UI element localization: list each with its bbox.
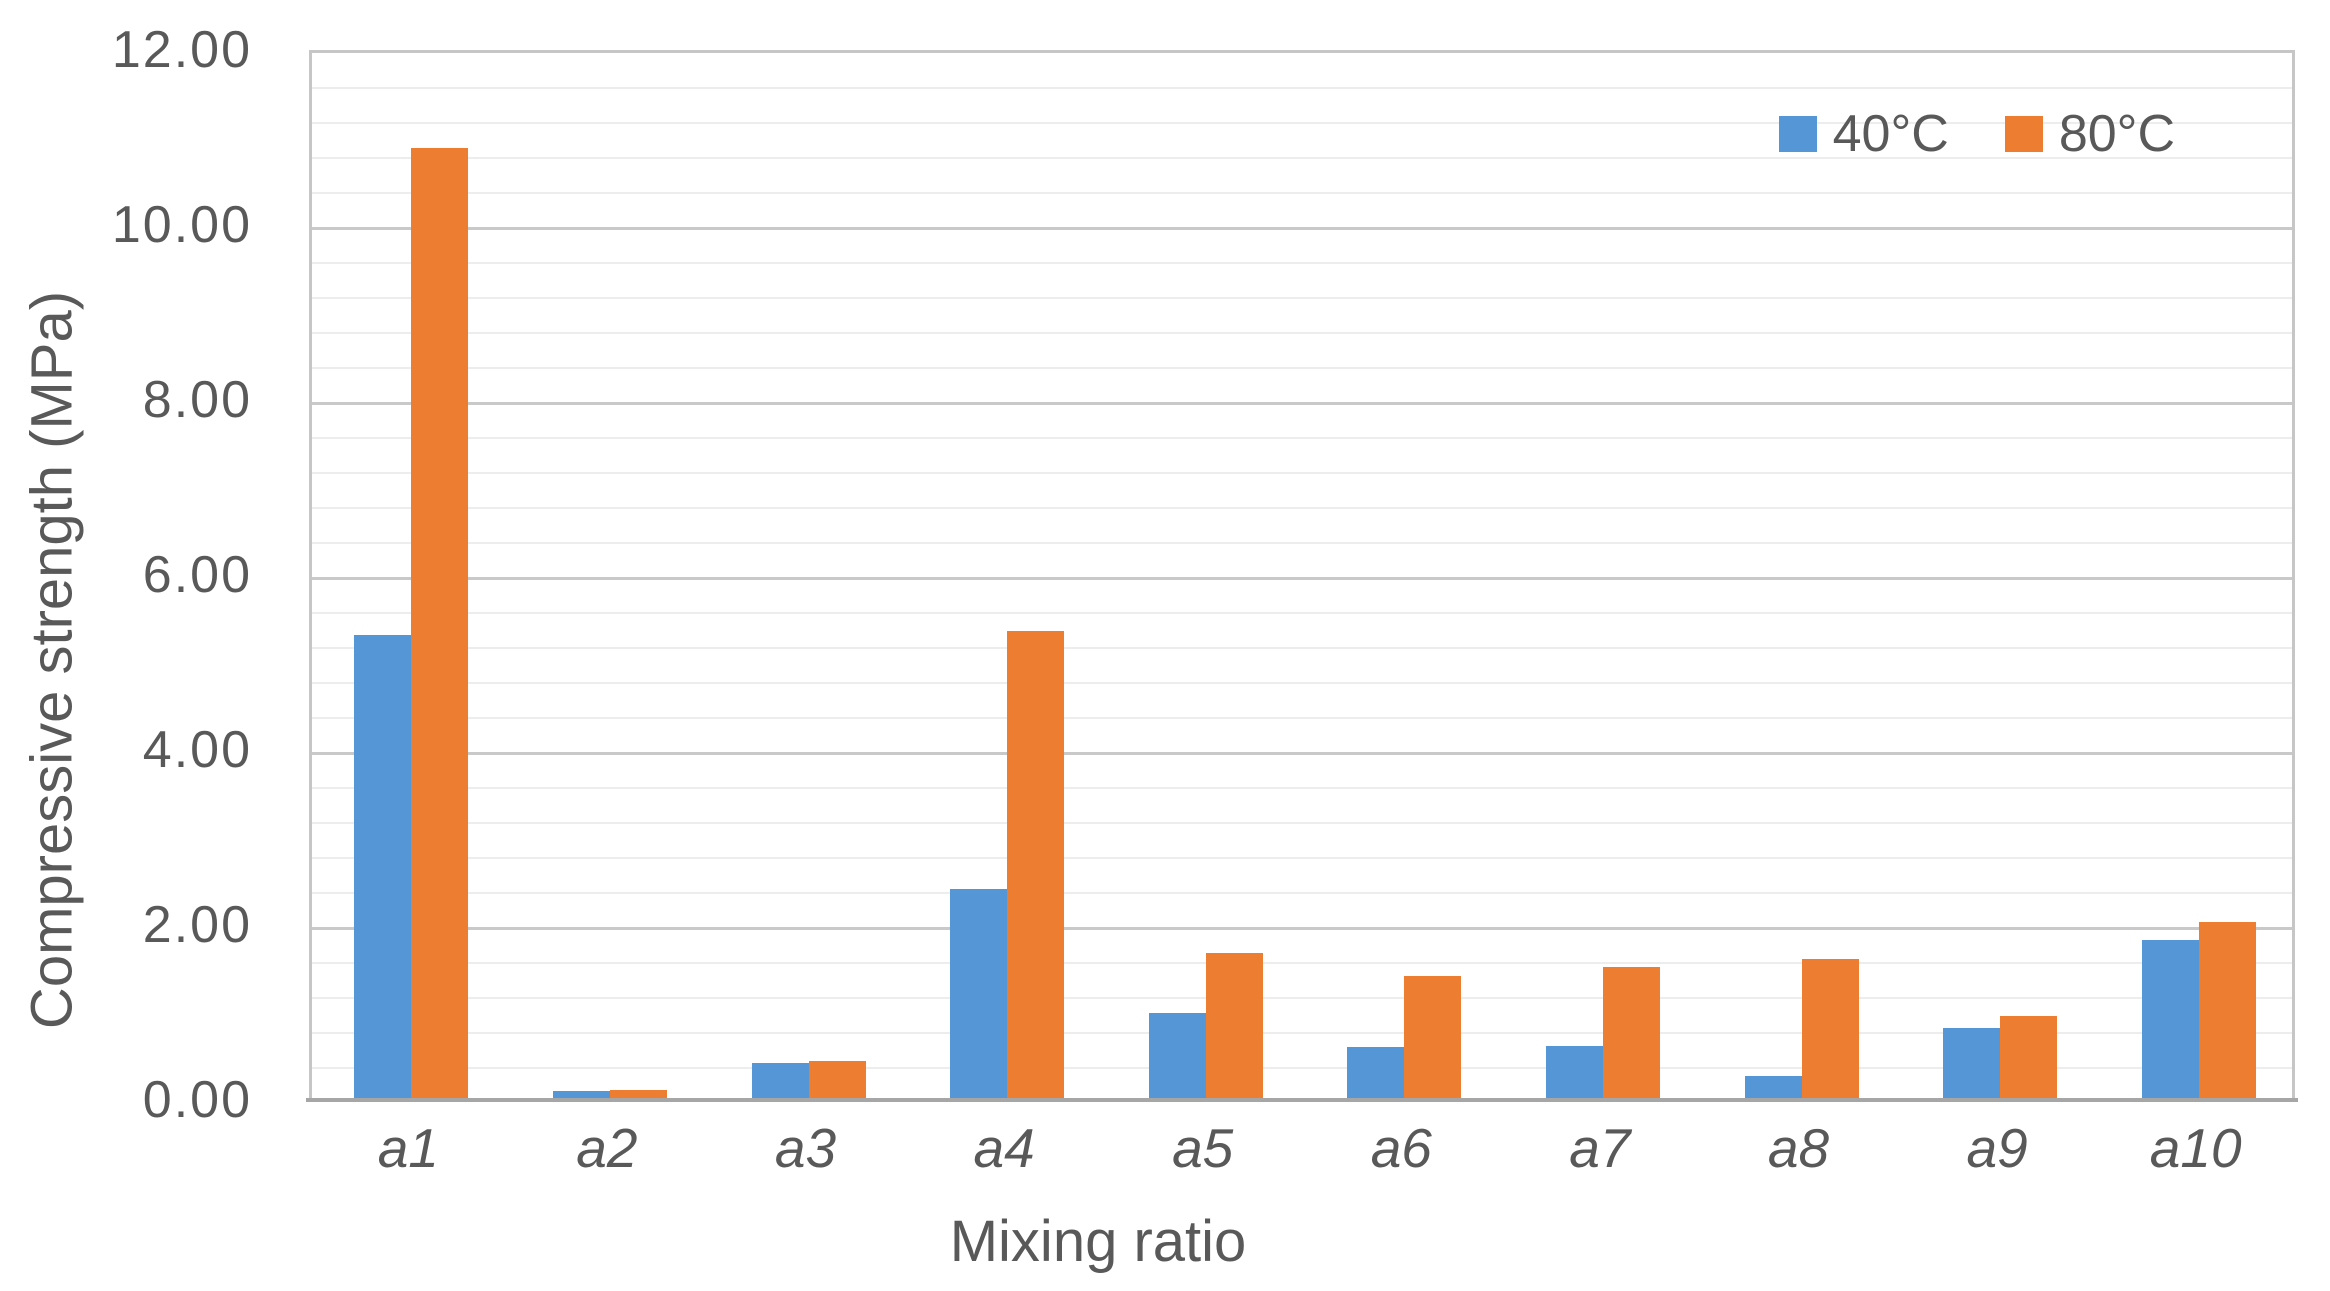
y-gridline-minor — [312, 717, 2292, 719]
x-axis-title: Mixing ratio — [949, 1209, 1247, 1274]
bar-40c-a2 — [552, 1091, 610, 1100]
bar-40c-a3 — [751, 1063, 809, 1100]
y-gridline-major — [312, 752, 2292, 755]
y-gridline-major — [312, 227, 2292, 230]
legend-item: 40°C — [1778, 104, 1949, 164]
y-tick-label: 2.00 — [142, 896, 252, 954]
y-gridline-minor — [312, 1032, 2292, 1034]
bar-40c-a6 — [1347, 1046, 1405, 1100]
y-gridline-minor — [312, 962, 2292, 964]
x-category-label-a3: a3 — [774, 1117, 837, 1179]
x-category-label-a4: a4 — [973, 1117, 1035, 1179]
x-category-label-a5: a5 — [1172, 1117, 1234, 1179]
bar-80c-a9 — [2000, 1016, 2058, 1100]
bar-40c-a9 — [1943, 1028, 2001, 1100]
bar-40c-a7 — [1545, 1045, 1603, 1100]
y-gridline-minor — [312, 892, 2292, 894]
y-gridline-minor — [312, 87, 2292, 89]
y-gridline-minor — [312, 297, 2292, 299]
bar-40c-a4 — [950, 889, 1008, 1100]
y-tick-label: 4.00 — [142, 721, 252, 779]
y-gridline-minor — [312, 437, 2292, 439]
y-gridline-minor — [312, 822, 2292, 824]
y-gridline-minor — [312, 997, 2292, 999]
bar-80c-a3 — [808, 1060, 866, 1100]
y-gridline-minor — [312, 122, 2292, 124]
y-gridline-minor — [312, 542, 2292, 544]
y-gridline-major — [312, 577, 2292, 580]
legend-label: 80°C — [2058, 105, 2175, 163]
x-category-label-a1: a1 — [377, 1117, 439, 1179]
y-tick-label: 0.00 — [142, 1071, 252, 1129]
legend-swatch-icon — [1778, 116, 1817, 152]
bar-40c-a5 — [1148, 1012, 1206, 1100]
y-gridline-minor — [312, 1067, 2292, 1069]
y-gridline-minor — [312, 647, 2292, 649]
legend-label: 40°C — [1832, 105, 1949, 163]
y-gridline-minor — [312, 612, 2292, 614]
plot-area — [309, 50, 2295, 1100]
y-gridline-minor — [312, 262, 2292, 264]
y-tick-label: 10.00 — [111, 196, 252, 254]
legend: 40°C 80°C — [1778, 104, 2175, 164]
y-gridline-minor — [312, 857, 2292, 859]
y-tick-label: 8.00 — [142, 371, 252, 429]
bar-80c-a4 — [1007, 631, 1065, 1100]
bar-80c-a10 — [2198, 922, 2256, 1100]
x-category-label-a2: a2 — [576, 1117, 638, 1179]
x-axis-line — [306, 1098, 2298, 1102]
bar-40c-a8 — [1744, 1076, 1802, 1100]
y-tick-label: 12.00 — [111, 21, 252, 79]
legend-item: 80°C — [2004, 104, 2175, 164]
y-gridline-minor — [312, 367, 2292, 369]
legend-swatch-icon — [2004, 116, 2043, 152]
bar-80c-a6 — [1404, 975, 1462, 1100]
y-gridline-minor — [312, 787, 2292, 789]
x-category-label-a10: a10 — [2149, 1117, 2242, 1179]
y-tick-label: 6.00 — [142, 546, 252, 604]
x-category-label-a7: a7 — [1569, 1117, 1631, 1179]
y-gridline-minor — [312, 192, 2292, 194]
bar-80c-a1 — [411, 148, 469, 1100]
x-category-label-a9: a9 — [1966, 1117, 2028, 1179]
x-category-label-a6: a6 — [1370, 1117, 1432, 1179]
y-gridline-minor — [312, 472, 2292, 474]
y-gridline-minor — [312, 507, 2292, 509]
bar-80c-a8 — [1801, 959, 1859, 1100]
bar-40c-a10 — [2141, 939, 2199, 1100]
y-gridline-major — [312, 927, 2292, 930]
bar-40c-a1 — [354, 635, 412, 1100]
y-gridline-minor — [312, 157, 2292, 159]
bar-80c-a2 — [609, 1090, 667, 1100]
x-category-label-a8: a8 — [1767, 1117, 1830, 1179]
bar-80c-a7 — [1602, 967, 1660, 1100]
y-gridline-major — [312, 402, 2292, 405]
y-gridline-minor — [312, 682, 2292, 684]
y-gridline-minor — [312, 332, 2292, 334]
bar-80c-a5 — [1205, 953, 1263, 1100]
y-axis-title: Compressive strength (MPa) — [19, 290, 85, 1030]
